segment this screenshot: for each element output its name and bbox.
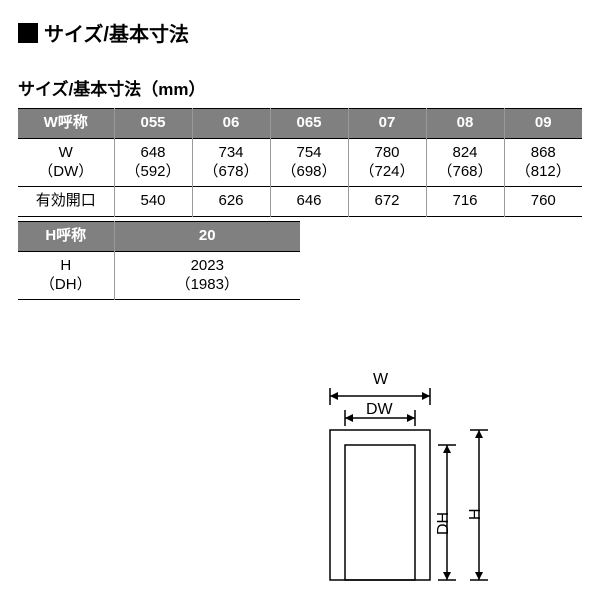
vs: （698）: [271, 163, 348, 182]
label-main: W: [59, 144, 73, 161]
header-col: 06: [192, 109, 270, 139]
v: 754: [296, 144, 321, 161]
header-label: H呼称: [18, 222, 114, 252]
header-col: 065: [270, 109, 348, 139]
label-sub: （DW）: [18, 163, 114, 182]
header-label: W呼称: [18, 109, 114, 139]
v: 868: [531, 144, 556, 161]
label-main: H: [60, 257, 71, 274]
heading-text: サイズ/基本寸法: [44, 18, 189, 47]
cell: 672: [348, 187, 426, 217]
cell: 716: [426, 187, 504, 217]
cell: 648 （592）: [114, 138, 192, 187]
cell: 540: [114, 187, 192, 217]
vs: （1983）: [115, 276, 301, 295]
header-col: 08: [426, 109, 504, 139]
table-row: W （DW） 648 （592） 734 （678） 754 （698） 780 （72…: [18, 138, 582, 187]
vs: （592）: [115, 163, 192, 182]
section-heading: サイズ/基本寸法: [18, 18, 582, 47]
diagram-label-w: W: [373, 371, 389, 388]
cell: 824 （768）: [426, 138, 504, 187]
table-row: 有効開口 540 626 646 672 716 760: [18, 187, 582, 217]
label-sub: （DH）: [18, 276, 114, 295]
diagram-label-dw: DW: [366, 401, 394, 418]
row-label: W （DW）: [18, 138, 114, 187]
vs: （678）: [193, 163, 270, 182]
table-header-row: W呼称 055 06 065 07 08 09: [18, 109, 582, 139]
row-label: 有効開口: [18, 187, 114, 217]
h-dimension-table: H呼称 20 H （DH） 2023 （1983）: [18, 221, 300, 300]
header-col: 055: [114, 109, 192, 139]
vs: （724）: [349, 163, 426, 182]
cell: 734 （678）: [192, 138, 270, 187]
v: 2023: [191, 257, 224, 274]
cell: 2023 （1983）: [114, 251, 300, 300]
v: 648: [140, 144, 165, 161]
table-row: H （DH） 2023 （1983）: [18, 251, 300, 300]
heading-marker: [18, 23, 38, 43]
v: 824: [452, 144, 477, 161]
cell: 780 （724）: [348, 138, 426, 187]
cell: 760: [504, 187, 582, 217]
cell: 868 （812）: [504, 138, 582, 187]
header-col: 07: [348, 109, 426, 139]
subtitle: サイズ/基本寸法（mm）: [18, 75, 582, 100]
vs: （812）: [505, 163, 583, 182]
v: 734: [218, 144, 243, 161]
dimension-diagram: W DW DH H: [300, 370, 560, 590]
header-col: 20: [114, 222, 300, 252]
v: 780: [374, 144, 399, 161]
diagram-label-dh: DH: [435, 512, 452, 535]
row-label: H （DH）: [18, 251, 114, 300]
cell: 646: [270, 187, 348, 217]
header-col: 09: [504, 109, 582, 139]
diagram-label-h: H: [467, 508, 484, 520]
cell: 754 （698）: [270, 138, 348, 187]
vs: （768）: [427, 163, 504, 182]
table-header-row: H呼称 20: [18, 222, 300, 252]
cell: 626: [192, 187, 270, 217]
label-main: 有効開口: [36, 192, 96, 209]
w-dimension-table: W呼称 055 06 065 07 08 09 W （DW） 648 （592） …: [18, 108, 582, 217]
